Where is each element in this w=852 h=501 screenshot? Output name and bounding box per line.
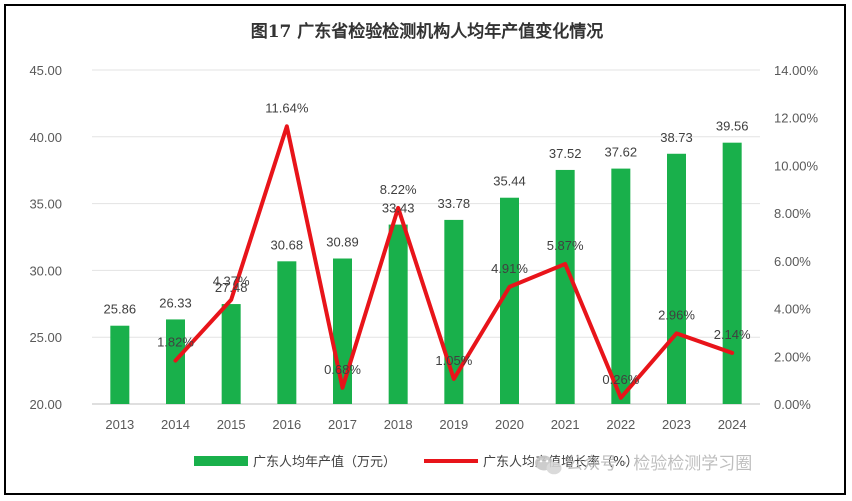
y-right-tick-label: 2.00% — [774, 349, 811, 364]
y-left-tick-label: 25.00 — [29, 330, 62, 345]
line-data-label: 4.91% — [491, 261, 528, 276]
x-tick-label: 2016 — [272, 417, 301, 432]
chart-title: 图17 广东省检验检测机构人均年产值变化情况 — [251, 21, 604, 42]
y-left-tick-label: 30.00 — [29, 263, 62, 278]
x-tick-label: 2017 — [328, 417, 357, 432]
bar-data-label: 25.86 — [104, 302, 137, 317]
watermark: 公众号 · 检验检测学习圈 — [535, 454, 752, 475]
x-tick-label: 2022 — [606, 417, 635, 432]
y-left-tick-label: 40.00 — [29, 130, 62, 145]
y-axis-left: 20.00 25.00 30.00 35.00 40.00 45.00 — [29, 63, 62, 412]
line-data-label: 0.68% — [324, 362, 361, 377]
bar-data-label: 27.48 — [215, 280, 248, 295]
combo-chart: 图17 广东省检验检测机构人均年产值变化情况 25.86 26.33 27.48 30… — [29, 21, 819, 475]
legend-swatch-bar — [194, 456, 248, 466]
bar-data-label: 26.33 — [159, 295, 192, 310]
bar — [221, 304, 241, 404]
x-tick-label: 2021 — [551, 417, 580, 432]
bar-data-label: 37.62 — [605, 145, 638, 160]
bar — [277, 261, 297, 404]
x-tick-label: 2019 — [439, 417, 468, 432]
line-data-labels: 1.82% 4.37% 11.64% 0.68% 8.22% 1.05% 4.91% 5.87… — [157, 100, 751, 386]
legend: 广东人均年产值（万元） 广东人均产值增长率（%） — [194, 454, 638, 470]
line-data-label: 11.64% — [265, 100, 309, 115]
line-data-label: 0.26% — [602, 372, 639, 387]
y-left-tick-label: 35.00 — [29, 197, 62, 212]
line-data-label: 5.87% — [547, 238, 584, 253]
line-data-label: 4.37% — [213, 274, 250, 289]
x-tick-label: 2015 — [217, 417, 246, 432]
bar — [388, 224, 408, 404]
bar-data-label: 30.89 — [326, 235, 359, 250]
bar — [667, 153, 686, 404]
x-tick-label: 2018 — [384, 417, 413, 432]
y-right-tick-label: 4.00% — [774, 302, 811, 317]
bar-data-label: 39.56 — [716, 119, 749, 134]
bar — [500, 197, 519, 404]
line-series — [173, 124, 735, 400]
line-data-label: 1.82% — [157, 335, 194, 350]
y-right-tick-label: 10.00% — [774, 158, 819, 173]
bar — [110, 325, 130, 404]
x-tick-label: 2024 — [718, 417, 747, 432]
bar-data-label: 38.73 — [660, 130, 693, 145]
y-left-tick-label: 20.00 — [29, 397, 62, 412]
line-data-label: 8.22% — [380, 182, 417, 197]
bar — [611, 168, 631, 404]
bar-data-labels: 25.86 26.33 27.48 30.68 30.89 33.43 33.78 35.44… — [104, 119, 749, 317]
line-data-label: 1.05% — [435, 353, 472, 368]
x-tick-label: 2013 — [105, 417, 134, 432]
legend-label-line: 广东人均产值增长率（%） — [483, 454, 638, 470]
line-data-label: 2.96% — [658, 307, 695, 322]
bar-data-label: 30.68 — [271, 237, 304, 252]
watermark-text: 公众号 · 检验检测学习圈 — [566, 454, 752, 474]
y-right-tick-label: 0.00% — [774, 397, 811, 412]
y-axis-right: 0.00% 2.00% 4.00% 6.00% 8.00% 10.00% 12.00% 14.… — [774, 63, 819, 412]
y-right-tick-label: 8.00% — [774, 206, 811, 221]
bar — [722, 142, 742, 404]
line-data-label: 2.14% — [714, 327, 751, 342]
y-left-tick-label: 45.00 — [29, 63, 62, 78]
y-right-tick-label: 12.00% — [774, 111, 819, 126]
x-axis: 2013 2014 2015 2016 2017 2018 2019 2020 2021 2022… — [105, 417, 746, 432]
y-right-tick-label: 14.00% — [774, 63, 819, 78]
legend-label-bar: 广东人均年产值（万元） — [253, 454, 396, 470]
bar — [555, 169, 575, 404]
x-tick-label: 2020 — [495, 417, 524, 432]
bar-data-label: 37.52 — [549, 146, 582, 161]
bar-data-label: 35.44 — [493, 174, 526, 189]
y-right-tick-label: 6.00% — [774, 254, 811, 269]
x-tick-label: 2014 — [161, 417, 190, 432]
bar-data-label: 33.43 — [382, 201, 415, 216]
chart-frame: 图17 广东省检验检测机构人均年产值变化情况 25.86 26.33 27.48 30… — [4, 4, 846, 495]
x-tick-label: 2023 — [662, 417, 691, 432]
wechat-icon — [535, 455, 562, 475]
gridlines — [92, 69, 760, 405]
bar-data-label: 33.78 — [438, 196, 471, 211]
